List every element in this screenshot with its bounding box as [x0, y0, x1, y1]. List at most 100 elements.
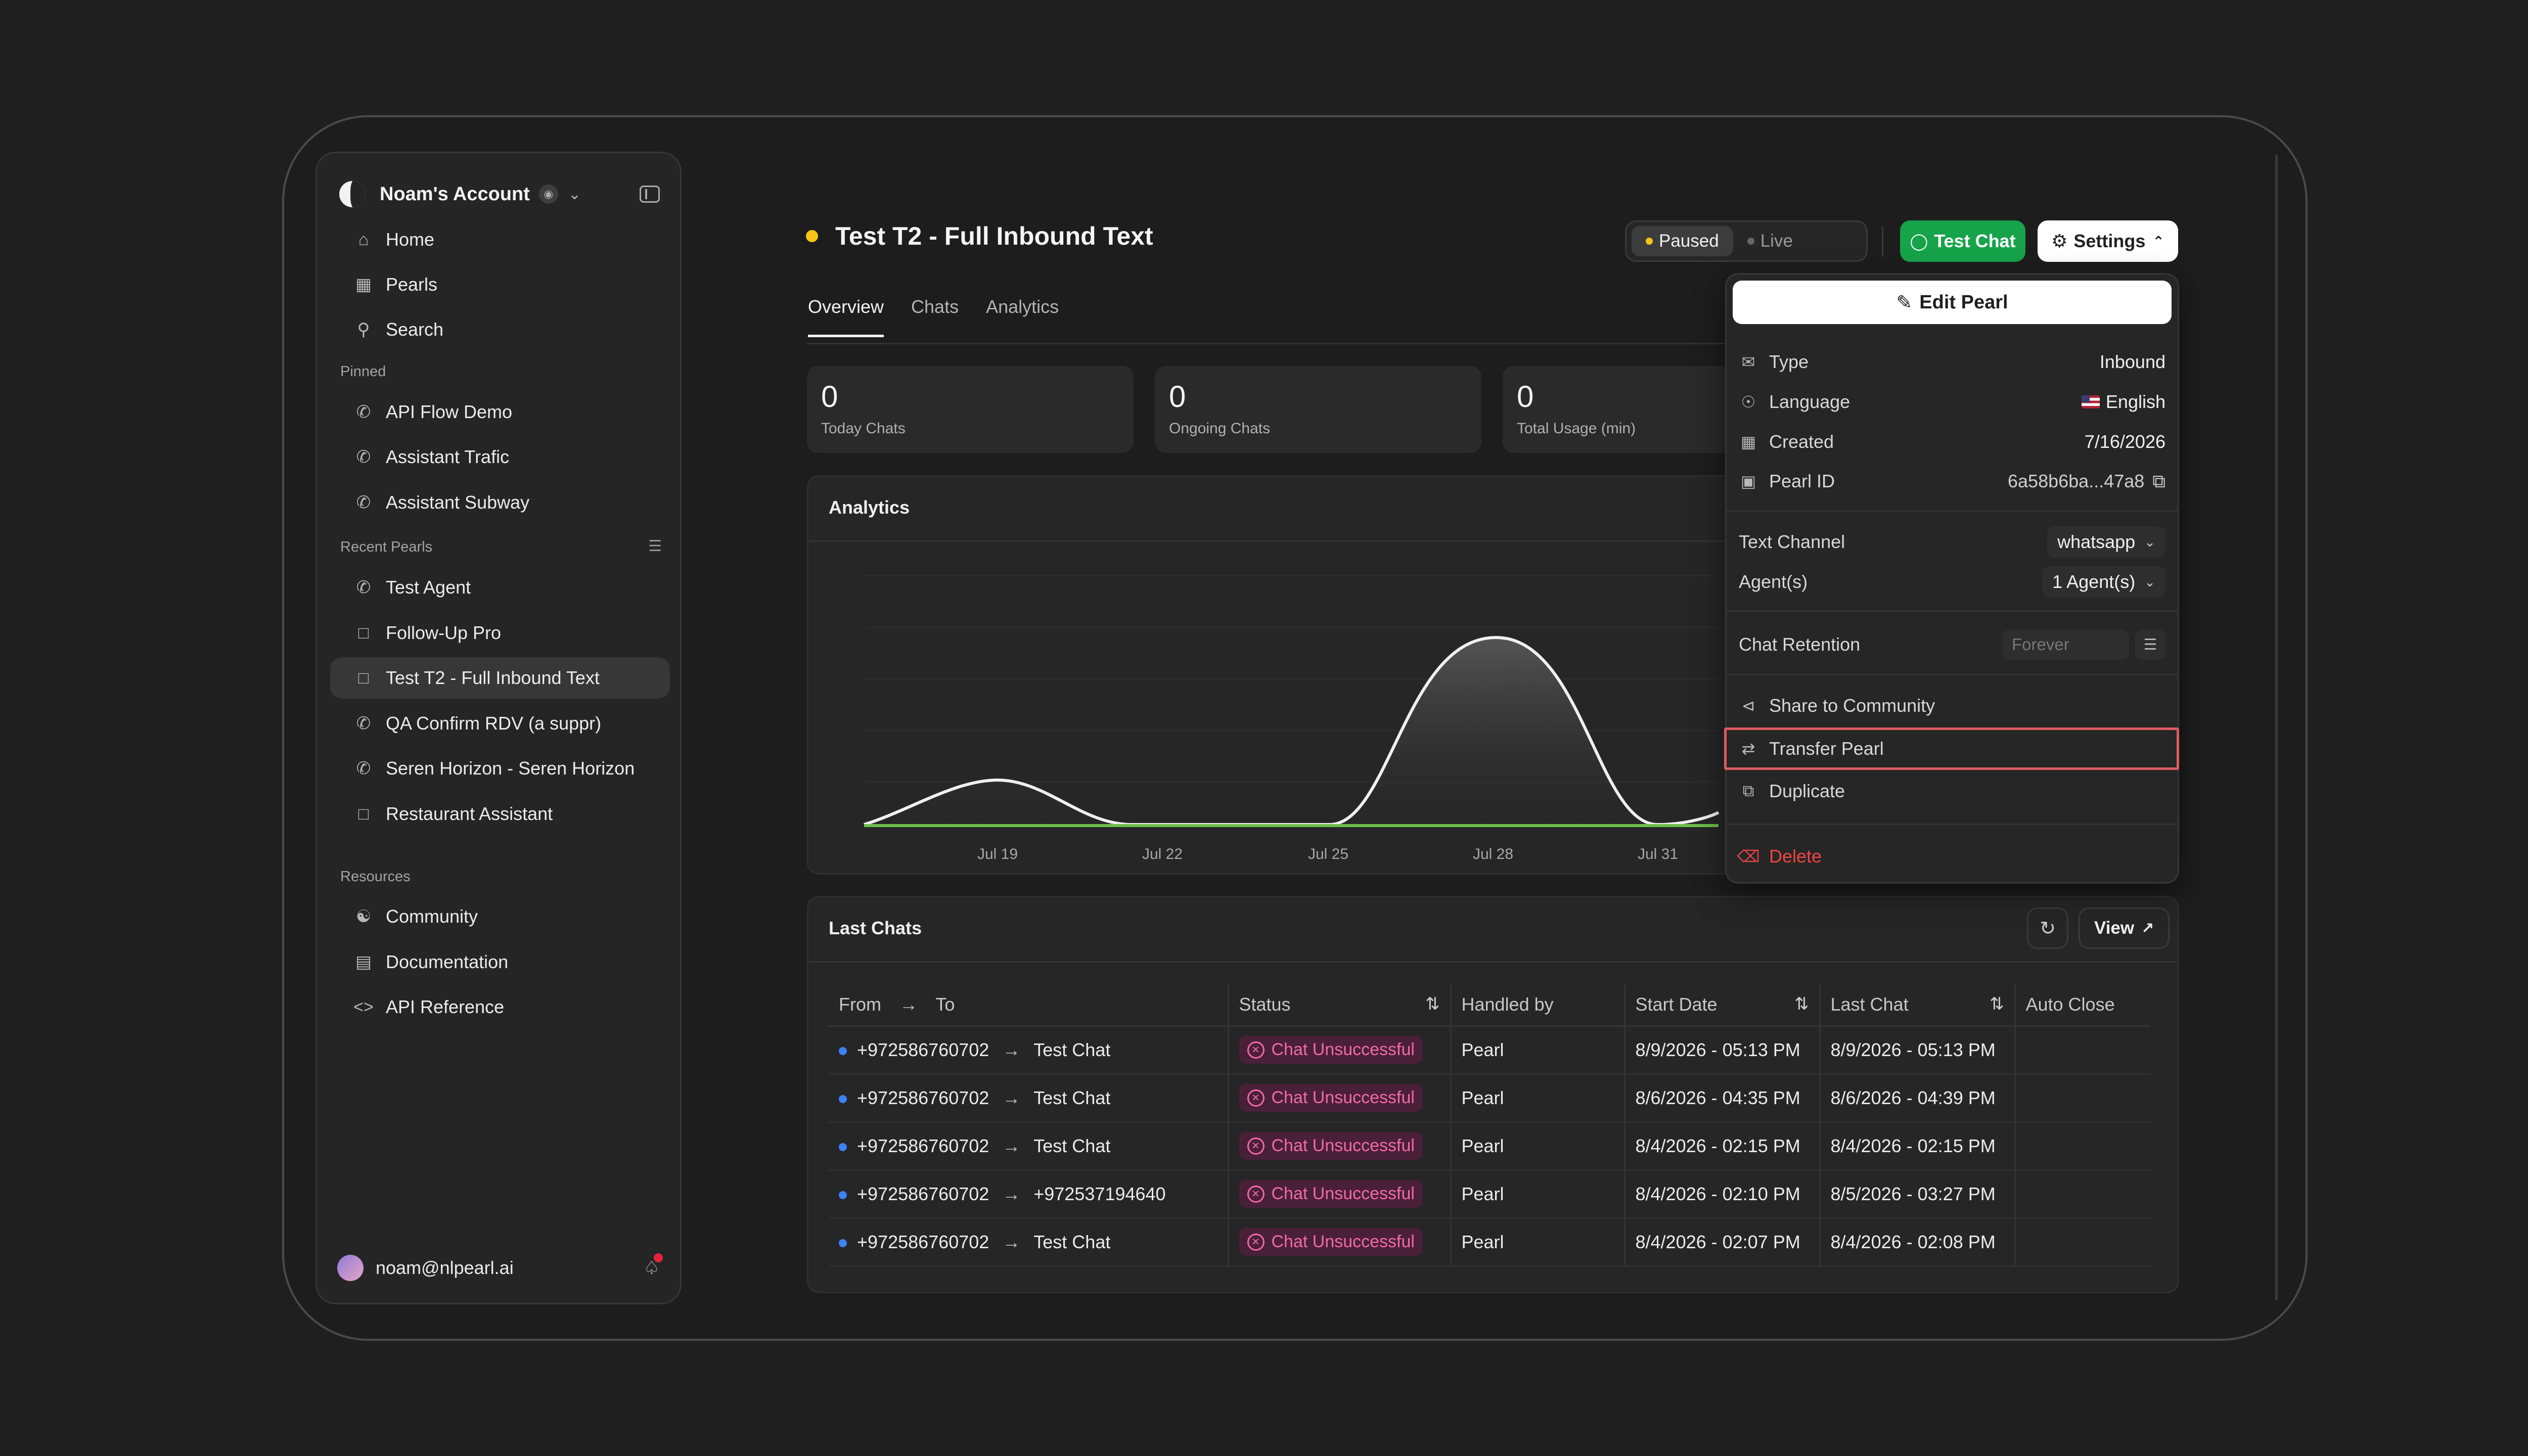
resource-label: API Reference	[386, 996, 505, 1017]
pinned-label: Assistant Trafic	[386, 446, 510, 467]
agents-label: Agent(s)	[1739, 571, 1808, 592]
table-row[interactable]: +972586760702 → Test Chat ✕ Chat Unsuccessfu…	[829, 1026, 2150, 1075]
status-paused-option[interactable]: Paused	[1632, 226, 1733, 256]
last-chats-panel: Last Chats ↻ View ↗ From → To Status ⇅ H…	[807, 896, 2179, 1293]
table-row[interactable]: +972586760702 → +972537194640 ✕ Chat Unsucce…	[829, 1170, 2150, 1219]
x-circle-icon: ✕	[1247, 1041, 1265, 1059]
recent-item[interactable]: □ Follow-Up Pro	[330, 612, 670, 654]
sidebar-toggle-icon[interactable]	[640, 186, 660, 203]
cell-last-chat: 8/4/2026 - 02:08 PM	[1820, 1218, 2016, 1267]
recent-item[interactable]: ✆ Seren Horizon - Seren Horizon	[330, 748, 670, 789]
chat-icon: □	[358, 623, 369, 643]
globe-icon: ☉	[1741, 393, 1756, 411]
pinned-item[interactable]: ✆ Assistant Subway	[330, 482, 670, 523]
text-channel-dropdown[interactable]: whatsapp ⌄	[2047, 526, 2165, 558]
transfer-pearl-item[interactable]: ⇄ Transfer Pearl	[1739, 731, 2165, 766]
nav-label: Home	[386, 229, 435, 250]
test-chat-button[interactable]: ◯ Test Chat	[1900, 220, 2025, 262]
recent-label: QA Confirm RDV (a suppr)	[386, 713, 602, 734]
share-community-item[interactable]: ⊲ Share to Community	[1739, 688, 2165, 723]
duplicate-item[interactable]: ⧉ Duplicate	[1739, 774, 2165, 809]
pinned-item[interactable]: ✆ Assistant Trafic	[330, 436, 670, 478]
sort-icon[interactable]: ⇅	[1425, 994, 1440, 1014]
text-channel-select[interactable]: whatsapp ⌄	[2047, 526, 2165, 558]
resource-community[interactable]: ☯ Community	[330, 896, 670, 937]
cell-to: Test Chat	[1033, 1231, 1111, 1252]
delete-item[interactable]: ⌫ Delete	[1737, 839, 2165, 874]
panel-divider	[808, 961, 2178, 963]
copy-icon[interactable]: ⧉	[2152, 470, 2165, 491]
nav-home[interactable]: ⌂ Home	[330, 219, 670, 260]
account-switcher[interactable]: Noam's Account ◉ ⌄	[339, 175, 660, 213]
agents-select[interactable]: 1 Agent(s) ⌄	[2042, 566, 2165, 598]
stat-value: 0	[821, 380, 838, 414]
nav-label: Pearls	[386, 274, 438, 295]
nav-pearls[interactable]: ▦ Pearls	[330, 264, 670, 305]
status-live-option[interactable]: Live	[1733, 226, 1807, 256]
stat-label: Ongoing Chats	[1169, 420, 1271, 437]
cell-status: ✕ Chat Unsuccessful	[1228, 1074, 1452, 1123]
status-text: Chat Unsuccessful	[1271, 1136, 1415, 1155]
table-row[interactable]: +972586760702 → Test Chat ✕ Chat Unsuccessfu…	[829, 1122, 2150, 1171]
pinned-item[interactable]: ✆ API Flow Demo	[330, 391, 670, 433]
sort-icon[interactable]: ⇅	[1990, 994, 2004, 1014]
stat-card-ongoing: 0 Ongoing Chats	[1155, 366, 1481, 453]
status-text: Chat Unsuccessful	[1271, 1040, 1415, 1059]
sort-icon[interactable]: ⇅	[1794, 994, 1809, 1014]
trash-icon: ⌫	[1737, 847, 1760, 866]
info-type: ✉ Type Inbound	[1739, 344, 2165, 380]
cell-to: +972537194640	[1033, 1183, 1166, 1204]
cell-from-to: +972586760702 → +972537194640	[829, 1170, 1229, 1219]
recent-item-active[interactable]: □ Test T2 - Full Inbound Text	[330, 657, 670, 699]
section-recent: Recent Pearls	[340, 539, 433, 555]
status-text: Chat Unsuccessful	[1271, 1232, 1415, 1251]
analytics-title: Analytics	[829, 497, 910, 518]
nav-search[interactable]: ⚲ Search	[330, 309, 670, 350]
tab-analytics[interactable]: Analytics	[986, 296, 1059, 317]
cell-from-to: +972586760702 → Test Chat	[829, 1218, 1229, 1267]
chart-line-series	[864, 635, 1720, 827]
cell-to: Test Chat	[1033, 1039, 1111, 1060]
home-icon: ⌂	[358, 230, 369, 249]
stat-value: 0	[1517, 380, 1534, 414]
x-circle-icon: ✕	[1247, 1089, 1265, 1107]
col-status[interactable]: Status ⇅	[1228, 984, 1452, 1027]
sliders-icon[interactable]: ☰	[2135, 629, 2165, 660]
calendar-icon: ▦	[1740, 433, 1756, 451]
user-email: noam@nlpearl.ai	[376, 1257, 514, 1278]
cell-last-chat: 8/6/2026 - 04:39 PM	[1820, 1074, 2016, 1123]
community-icon: ☯	[355, 907, 372, 926]
recent-item[interactable]: □ Restaurant Assistant	[330, 793, 670, 835]
agents-dropdown[interactable]: 1 Agent(s) ⌄	[2042, 566, 2165, 598]
tab-chats[interactable]: Chats	[911, 296, 959, 317]
recent-item[interactable]: ✆ Test Agent	[330, 567, 670, 608]
sidebar: Noam's Account ◉ ⌄ ⌂ Home ▦ Pearls ⚲ Sea…	[315, 152, 682, 1304]
table-row[interactable]: +972586760702 → Test Chat ✕ Chat Unsuccessfu…	[829, 1218, 2150, 1267]
resource-documentation[interactable]: ▤ Documentation	[330, 941, 670, 983]
view-button[interactable]: View ↗	[2079, 907, 2170, 949]
pinned-label: Assistant Subway	[386, 492, 530, 513]
user-footer[interactable]: noam@nlpearl.ai ♤	[337, 1250, 663, 1286]
retention-label: Chat Retention	[1739, 634, 1861, 655]
cell-handled-by: Pearl	[1451, 1218, 1626, 1267]
col-last-chat[interactable]: Last Chat ⇅	[1820, 984, 2016, 1027]
text-channel-value: whatsapp	[2057, 531, 2136, 552]
transfer-pearl-highlight	[1724, 727, 2179, 770]
delete-label: Delete	[1769, 846, 1822, 867]
duplicate-icon: ⧉	[1742, 782, 1754, 800]
resource-api-reference[interactable]: <> API Reference	[330, 986, 670, 1028]
col-start-date[interactable]: Start Date ⇅	[1624, 984, 1821, 1027]
type-icon: ✉	[1741, 353, 1755, 371]
cell-from-to: +972586760702 → Test Chat	[829, 1026, 1229, 1075]
code-icon: <>	[353, 997, 374, 1017]
bell-icon[interactable]: ♤	[644, 1253, 663, 1279]
cell-from: +972586760702	[857, 1183, 989, 1204]
tab-overview[interactable]: Overview	[808, 296, 884, 337]
settings-button[interactable]: ⚙ Settings ⌃	[2038, 220, 2178, 262]
recent-item[interactable]: ✆ QA Confirm RDV (a suppr)	[330, 703, 670, 744]
refresh-button[interactable]: ↻	[2027, 907, 2068, 949]
table-row[interactable]: +972586760702 → Test Chat ✕ Chat Unsuccessfu…	[829, 1074, 2150, 1123]
edit-pearl-button[interactable]: ✎ Edit Pearl	[1733, 281, 2172, 324]
retention-input[interactable]: Forever	[2003, 629, 2129, 660]
filter-icon[interactable]: ☰	[648, 538, 662, 555]
